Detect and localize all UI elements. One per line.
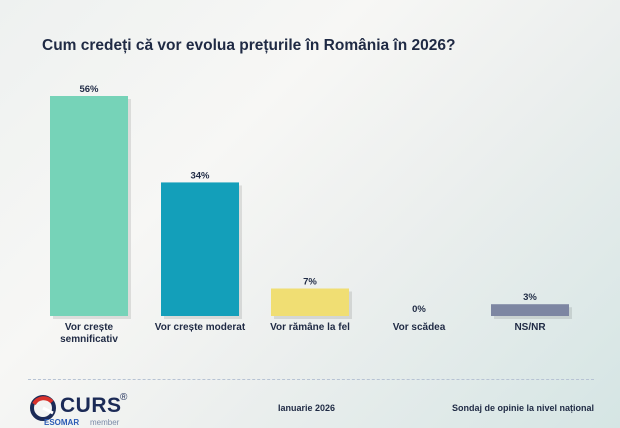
bar-1 [50, 96, 128, 316]
esomar-member-label: member [90, 418, 120, 427]
chart-title: Cum credeți că vor evolua prețurile în R… [42, 37, 456, 54]
curs-logo-word: CURS [60, 394, 122, 417]
value-label-3: 7% [303, 277, 317, 288]
category-label-1: semnificativ [60, 334, 118, 345]
category-label-4: Vor scădea [393, 322, 446, 333]
value-label-4: 0% [412, 304, 426, 315]
registered-mark: ® [120, 392, 128, 403]
esomar-label: ESOMAR [44, 418, 80, 427]
footer-divider [28, 379, 594, 380]
bar-2 [161, 182, 239, 316]
category-label-5: NS/NR [514, 322, 546, 333]
curs-logo-icon [30, 395, 56, 421]
curs-logo: CURS ® ESOMAR member [28, 392, 138, 428]
value-label-2: 34% [190, 170, 210, 181]
category-label-2: Vor crește moderat [155, 322, 246, 333]
bar-5 [491, 304, 569, 316]
value-label-5: 3% [523, 292, 537, 303]
category-label-1: Vor crește [65, 322, 114, 333]
footer-survey-note: Sondaj de opinie la nivel național [451, 403, 594, 413]
category-label-3: Vor rămâne la fel [270, 322, 350, 333]
value-label-1: 56% [79, 84, 99, 95]
footer-date: Ianuarie 2026 [278, 403, 336, 413]
bar-3 [271, 288, 349, 316]
